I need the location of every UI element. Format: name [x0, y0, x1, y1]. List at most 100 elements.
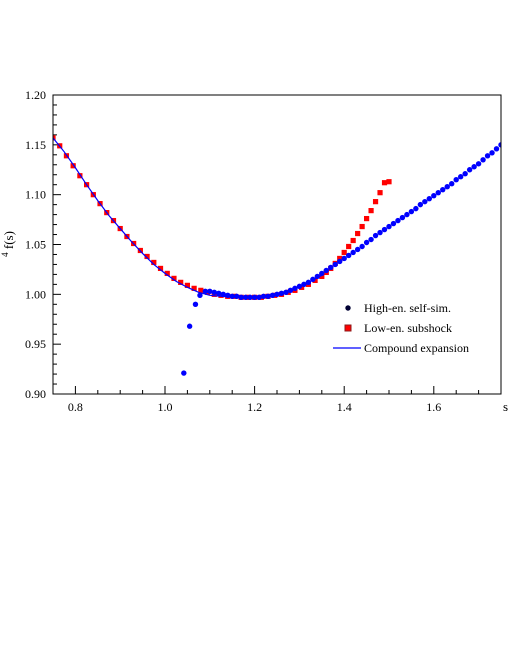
high-en-self-sim-point — [471, 164, 477, 170]
high-en-self-sim-point — [493, 146, 500, 152]
low-en-subshock-point — [191, 285, 197, 291]
y-axis-label-main: f(s) — [1, 231, 16, 249]
high-en-self-sim-point — [381, 226, 388, 233]
low-en-subshock-point — [350, 237, 356, 244]
low-en-subshock-point — [377, 190, 383, 196]
high-en-self-sim-point — [345, 252, 352, 259]
low-en-subshock-point — [77, 173, 83, 179]
high-en-self-sim-point — [431, 192, 437, 199]
x-tick-label: 0.8 — [68, 400, 83, 414]
low-en-subshock-point — [53, 135, 56, 141]
low-en-subshock-point — [359, 223, 365, 230]
high-en-self-sim-point — [202, 288, 209, 295]
x-tick-label: 1.6 — [426, 400, 441, 414]
high-en-self-sim-point — [399, 214, 406, 221]
high-en-self-sim-point — [233, 293, 240, 300]
y-axis-label-superscript: 4 — [0, 252, 10, 257]
compound-expansion-line — [53, 137, 323, 298]
legend-marker-circle — [345, 305, 351, 311]
high-en-self-sim-point — [386, 223, 392, 230]
high-en-self-sim-point — [417, 201, 424, 208]
x-axis-label: s — [503, 399, 508, 414]
y-tick-label: 1.05 — [25, 238, 46, 252]
x-tick-label: 1.4 — [337, 400, 352, 414]
high-en-self-sim-point — [422, 198, 428, 205]
high-en-self-sim-point — [350, 249, 356, 256]
y-tick-label: 0.95 — [25, 337, 46, 351]
low-en-subshock-point — [341, 249, 347, 256]
axis-tick-labels: 0.8 1.0 1.2 1.4 1.6 0.90 0.95 1.00 1.05 1.10 1.15 1… — [25, 88, 441, 414]
high-en-self-sim-point — [449, 181, 455, 187]
low-en-subshock-point — [372, 199, 379, 205]
high-en-self-sim-point — [186, 323, 193, 329]
high-en-self-sim-point — [337, 258, 343, 265]
high-en-self-sim-point — [404, 211, 410, 218]
legend-marker-square — [344, 324, 352, 332]
high-en-self-sim-point — [181, 370, 187, 376]
low-en-subshock-point — [364, 215, 370, 222]
x-tick-label: 1.0 — [158, 400, 173, 414]
high-en-self-sim-point — [426, 195, 433, 202]
low-en-subshock-point — [178, 279, 184, 285]
low-en-subshock-point — [346, 243, 352, 250]
high-en-self-sim-point — [408, 208, 415, 215]
low-en-subshock-point — [171, 275, 177, 281]
high-en-self-sim-point — [197, 292, 203, 299]
y-tick-label: 1.20 — [25, 88, 46, 102]
low-en-subshock-point — [337, 255, 343, 262]
low-en-subshock-point — [151, 259, 157, 266]
low-en-subshock-point — [319, 273, 325, 279]
high-en-self-sim-point — [211, 289, 217, 296]
legend-label: Compound expansion — [364, 341, 469, 355]
high-en-self-sim-point — [319, 270, 325, 277]
high-en-self-sim-point — [395, 217, 401, 224]
low-en-subshock-point — [184, 282, 190, 288]
low-en-subshock-point — [157, 265, 164, 272]
high-en-self-sim-point — [484, 153, 491, 159]
high-en-self-sim-point — [462, 171, 468, 177]
high-en-self-sim-point — [368, 236, 374, 243]
high-en-self-sim-point — [216, 290, 222, 297]
high-en-self-sim-point — [440, 186, 446, 193]
low-en-subshock-point — [144, 253, 150, 260]
y-tick-label: 0.90 — [25, 387, 46, 401]
low-en-subshock-point — [368, 208, 374, 214]
high-en-self-sim-point — [323, 267, 329, 274]
y-tick-label: 1.10 — [25, 188, 46, 202]
high-en-self-sim-point — [332, 261, 338, 268]
low-en-subshock-point — [355, 230, 361, 237]
y-axis-label: 4 f(s) — [0, 231, 16, 257]
high-en-self-sim-point — [489, 150, 495, 156]
legend-label: Low-en. subshock — [364, 321, 452, 335]
high-en-self-sim-point — [359, 243, 365, 250]
series-group — [53, 135, 501, 376]
svg-text:4 f(s): 4 f(s) — [0, 231, 16, 257]
high-en-self-sim-point — [498, 142, 501, 148]
low-en-subshock-point — [164, 270, 170, 277]
high-en-self-sim-point — [328, 264, 334, 271]
high-en-self-sim-point — [207, 288, 213, 295]
legend-label: High-en. self-sim. — [364, 301, 451, 315]
high-en-self-sim-point — [372, 232, 379, 239]
high-en-self-sim-point — [475, 161, 482, 167]
high-en-self-sim-point — [363, 239, 370, 246]
low-en-subshock-point — [386, 179, 392, 185]
high-en-self-sim-point — [453, 177, 459, 183]
plot-frame — [52, 94, 502, 395]
series-layer — [53, 135, 501, 376]
high-en-self-sim-point — [390, 220, 397, 227]
legend: High-en. self-sim. Low-en. subshock Compou… — [333, 301, 469, 355]
high-en-self-sim-point — [466, 167, 473, 173]
low-en-subshock-point — [198, 287, 204, 293]
high-en-self-sim-point — [444, 183, 450, 190]
high-en-self-sim-point — [354, 246, 361, 253]
high-en-self-sim-point — [377, 229, 383, 236]
high-en-self-sim-point — [192, 301, 199, 307]
x-tick-label: 1.2 — [247, 400, 262, 414]
high-en-self-sim-point — [457, 174, 464, 180]
high-en-self-sim-point — [341, 255, 347, 262]
low-en-subshock-point — [381, 180, 388, 186]
y-tick-label: 1.15 — [25, 138, 46, 152]
